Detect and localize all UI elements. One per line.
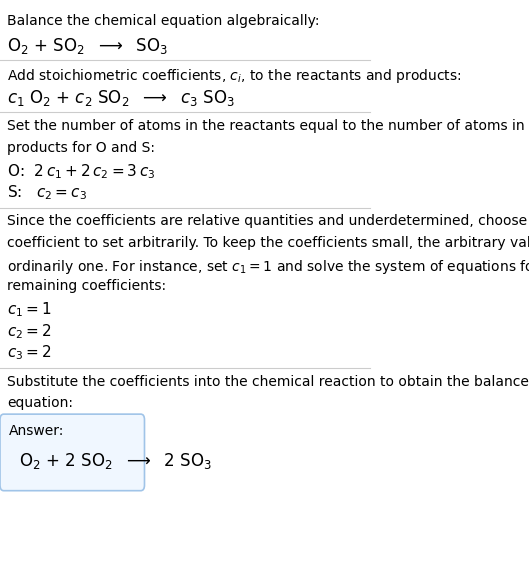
Text: Since the coefficients are relative quantities and underdetermined, choose a: Since the coefficients are relative quan… [7, 214, 529, 229]
Text: $c_3 = 2$: $c_3 = 2$ [7, 344, 52, 362]
Text: O$_2$ + 2 SO$_2$  $\longrightarrow$  2 SO$_3$: O$_2$ + 2 SO$_2$ $\longrightarrow$ 2 SO$… [19, 451, 212, 471]
Text: S:   $c_2 = c_3$: S: $c_2 = c_3$ [7, 184, 87, 202]
FancyBboxPatch shape [0, 414, 144, 490]
Text: Substitute the coefficients into the chemical reaction to obtain the balanced: Substitute the coefficients into the che… [7, 375, 529, 388]
Text: remaining coefficients:: remaining coefficients: [7, 279, 167, 293]
Text: O:  $2\,c_1 + 2\,c_2 = 3\,c_3$: O: $2\,c_1 + 2\,c_2 = 3\,c_3$ [7, 162, 156, 181]
Text: $c_2 = 2$: $c_2 = 2$ [7, 322, 52, 341]
Text: Balance the chemical equation algebraically:: Balance the chemical equation algebraica… [7, 14, 320, 28]
Text: Add stoichiometric coefficients, $c_i$, to the reactants and products:: Add stoichiometric coefficients, $c_i$, … [7, 66, 462, 84]
Text: O$_2$ + SO$_2$  $\longrightarrow$  SO$_3$: O$_2$ + SO$_2$ $\longrightarrow$ SO$_3$ [7, 36, 169, 56]
Text: coefficient to set arbitrarily. To keep the coefficients small, the arbitrary va: coefficient to set arbitrarily. To keep … [7, 236, 529, 250]
Text: ordinarily one. For instance, set $c_1 = 1$ and solve the system of equations fo: ordinarily one. For instance, set $c_1 =… [7, 257, 529, 276]
Text: products for O and S:: products for O and S: [7, 141, 156, 154]
Text: equation:: equation: [7, 396, 74, 410]
Text: Answer:: Answer: [10, 424, 65, 438]
Text: $c_1$ O$_2$ + $c_2$ SO$_2$  $\longrightarrow$  $c_3$ SO$_3$: $c_1$ O$_2$ + $c_2$ SO$_2$ $\longrightar… [7, 88, 235, 108]
Text: Set the number of atoms in the reactants equal to the number of atoms in the: Set the number of atoms in the reactants… [7, 119, 529, 133]
Text: $c_1 = 1$: $c_1 = 1$ [7, 301, 52, 319]
